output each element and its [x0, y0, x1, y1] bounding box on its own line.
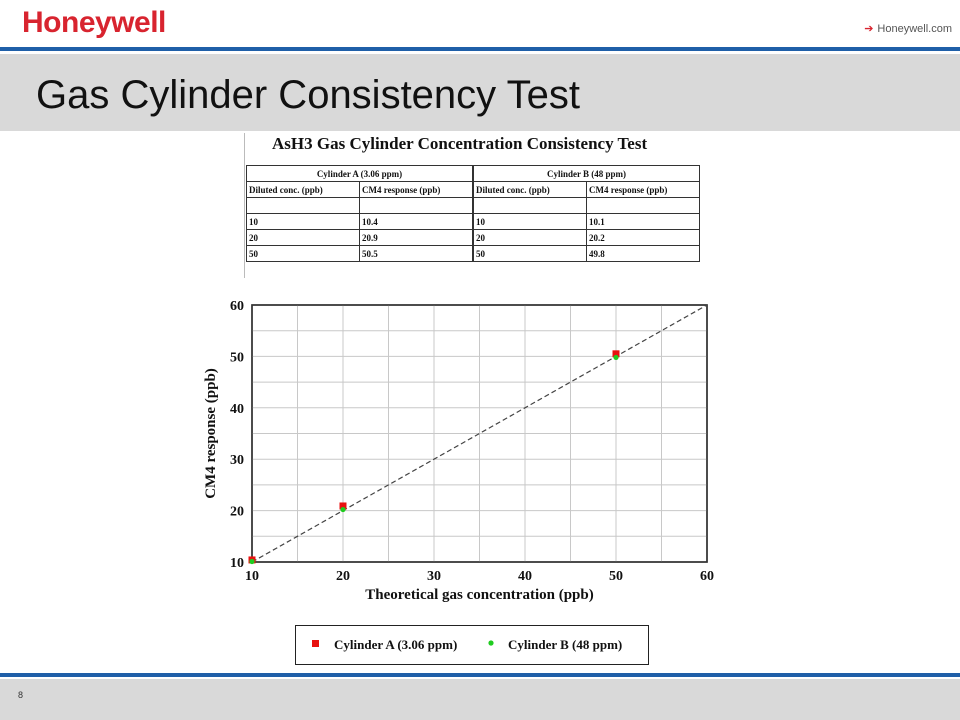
- table-cell: [359, 197, 473, 214]
- data-point-cylinder-b: [249, 558, 255, 565]
- y-axis-label: CM4 response (ppb): [203, 368, 219, 499]
- table-cell: 20: [473, 229, 587, 246]
- table-row: 20 20.9 20 20.2: [246, 229, 700, 246]
- legend-label-cylinder-b: Cylinder B (48 ppm): [508, 637, 622, 652]
- table-cell: 49.8: [586, 245, 700, 262]
- table-row: 50 50.5 50 49.8: [246, 245, 700, 262]
- y-tick-label: 20: [230, 505, 244, 520]
- x-tick-label: 30: [427, 569, 441, 584]
- table-cell: 10: [246, 213, 360, 230]
- table-row: [246, 197, 700, 214]
- footer-bar: [0, 679, 960, 720]
- plot-border: [251, 304, 708, 563]
- chart-legend: Cylinder A (3.06 ppm) Cylinder B (48 ppm): [295, 625, 649, 665]
- x-tick-label: 60: [700, 569, 714, 584]
- table-cell: 20.9: [359, 229, 473, 246]
- x-tick-label: 20: [336, 569, 350, 584]
- table-cell: 50: [246, 245, 360, 262]
- group-header-cylinder-b: Cylinder B (48 ppm): [473, 165, 700, 182]
- footer-rule: [0, 673, 960, 677]
- title-bar: [0, 54, 960, 131]
- table-cell: 20: [246, 229, 360, 246]
- honeywell-logo: Honeywell: [22, 6, 166, 39]
- table-cell: 10.4: [359, 213, 473, 230]
- data-point-cylinder-a: [339, 502, 347, 510]
- y-tick-label: 10: [230, 556, 244, 571]
- data-point-cylinder-b: [613, 354, 619, 361]
- legend-canvas: Cylinder A (3.06 ppm) Cylinder B (48 ppm): [312, 637, 622, 652]
- y-tick-label: 50: [230, 350, 244, 365]
- y-tick-label: 40: [230, 402, 244, 417]
- column-header: Diluted conc. (ppb): [473, 181, 587, 198]
- data-point-cylinder-b: [340, 506, 346, 513]
- table-column-header-row: Diluted conc. (ppb) CM4 response (ppb) D…: [246, 181, 700, 198]
- data-point-cylinder-a: [612, 350, 620, 358]
- table-cell: 10.1: [586, 213, 700, 230]
- column-header: CM4 response (ppb): [586, 181, 700, 198]
- table-title: AsH3 Gas Cylinder Concentration Consiste…: [272, 134, 648, 153]
- slide-title: Gas Cylinder Consistency Test: [36, 73, 580, 117]
- table-cell: [586, 197, 700, 214]
- table-cell: 50: [473, 245, 587, 262]
- x-tick-label: 10: [245, 569, 259, 584]
- page-number: 8: [18, 690, 24, 700]
- table-cell: 20.2: [586, 229, 700, 246]
- legend-label-cylinder-a: Cylinder A (3.06 ppm): [334, 637, 457, 652]
- header-rule: [0, 47, 960, 51]
- scatter-chart: 10 20 30 40 50 60 10 20 30 40 50 60 Theoretical gas …: [203, 299, 714, 603]
- column-header: CM4 response (ppb): [359, 181, 473, 198]
- results-table: Cylinder A (3.06 ppm) Cylinder B (48 ppm…: [246, 165, 700, 262]
- legend-marker-cylinder-a: [312, 640, 319, 647]
- table-cell: [246, 197, 360, 214]
- arrow-right-icon: ➔: [864, 23, 874, 35]
- table-frame-line: [244, 133, 245, 278]
- x-tick-label: 40: [518, 569, 532, 584]
- legend-marker-cylinder-b: [488, 640, 494, 646]
- table-cell: 50.5: [359, 245, 473, 262]
- x-tick-label: 50: [609, 569, 623, 584]
- y-tick-label: 60: [230, 299, 244, 314]
- table-group-header-row: Cylinder A (3.06 ppm) Cylinder B (48 ppm…: [246, 165, 700, 182]
- table-cell: [473, 197, 587, 214]
- table-row: 10 10.4 10 10.1: [246, 213, 700, 230]
- y-tick-label: 30: [230, 453, 244, 468]
- column-header: Diluted conc. (ppb): [246, 181, 360, 198]
- honeywell-link-text[interactable]: Honeywell.com: [877, 23, 952, 35]
- group-header-cylinder-a: Cylinder A (3.06 ppm): [246, 165, 473, 182]
- x-axis-label: Theoretical gas concentration (ppb): [365, 587, 593, 603]
- reference-line: [251, 304, 708, 563]
- table-cell: 10: [473, 213, 587, 230]
- honeywell-link[interactable]: ➔ Honeywell.com: [864, 22, 952, 35]
